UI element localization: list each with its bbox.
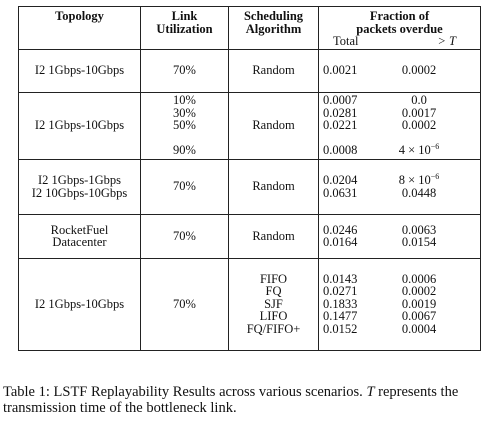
overdue-value: 0.0002 <box>401 118 437 133</box>
header-topology: Topology <box>18 6 141 50</box>
scheduling-cell: Random <box>228 158 319 215</box>
header-row: Topology Link Utilization Scheduling Alg… <box>18 6 481 50</box>
utilization-cell: 70% <box>140 158 229 215</box>
overdue-value: 0.0448 <box>401 185 437 200</box>
scheduling-cell-line: Random <box>252 63 295 78</box>
overdue-value: 0.0019 <box>401 296 437 311</box>
utilization-cell-line: 70% <box>173 228 196 243</box>
total-value: 0.0204 <box>323 173 358 187</box>
overdue-value: 0.0017 <box>401 105 437 120</box>
header-total: Total <box>333 34 359 48</box>
total-values: 0.0204 0.0631 <box>323 174 389 199</box>
scheduling-cell-line: Random <box>252 118 295 133</box>
total-values: 0.0007 0.0281 0.0221 0.0008 <box>323 94 389 157</box>
total-value: 0.0021 <box>323 63 358 78</box>
total-values: 0.0021 <box>323 64 389 77</box>
utilization-cell-line: 50% <box>173 118 196 133</box>
results-table: Topology Link Utilization Scheduling Alg… <box>18 6 481 351</box>
scheduling-cell-line: FQ <box>265 284 282 299</box>
utilization-cell: 70% <box>140 257 229 351</box>
topology-cell: I2 1Gbps-1Gbps I2 10Gbps-10Gbps <box>18 158 141 215</box>
topology-cell-line: I2 1Gbps-1Gbps <box>38 173 121 187</box>
total-value: 0.0631 <box>323 185 358 200</box>
total-value: 0.0008 <box>323 143 358 158</box>
scheduling-cell: FIFO FQ SJF LIFO FQ/FIFO+ <box>228 257 319 351</box>
utilization-cell-line: 70% <box>173 179 196 194</box>
overdue-value: 0.0004 <box>401 321 437 336</box>
utilization-cell-line: 30% <box>173 105 196 120</box>
exponent: −6 <box>430 142 440 152</box>
overdue-value: 0.0002 <box>401 63 437 78</box>
exponent: −6 <box>430 172 440 181</box>
scheduling-cell-line: FIFO <box>259 271 288 286</box>
overdue-value: 8 × 10−6 <box>398 172 440 187</box>
utilization-cell-line: 70% <box>173 296 196 311</box>
overdue-values: 0.0063 0.0154 <box>389 222 449 249</box>
overdue-value: 0.0002 <box>401 284 437 299</box>
table-row: I2 1Gbps-10Gbps 70% Random 0.0021 0.0002 <box>18 48 481 93</box>
table-row: I2 1Gbps-1Gbps I2 10Gbps-10Gbps 70% Random 0… <box>18 158 481 215</box>
utilization-cell: 70% <box>140 48 229 93</box>
scheduling-cell: Random <box>228 91 319 160</box>
fraction-cell: 0.0246 0.0164 0.0063 0.0154 <box>318 213 481 259</box>
header-fraction-overdue: Fraction of packets overdue Total > T <box>318 6 481 50</box>
scheduling-cell: Random <box>228 48 319 93</box>
table-caption: Table 1: LSTF Replayability Results acro… <box>3 384 459 416</box>
topology-cell-line: RocketFuel <box>50 222 109 237</box>
topology-cell-line: I2 1Gbps-10Gbps <box>34 118 125 133</box>
overdue-value: 0.0154 <box>401 235 437 249</box>
overdue-value: 0.0006 <box>401 271 437 286</box>
scheduling-cell-line: LIFO <box>259 309 288 324</box>
topology-cell: RocketFuel Datacenter <box>18 213 141 259</box>
table-row: I2 1Gbps-10Gbps 10% 30% 50% 90% Random 0.0007 0… <box>18 91 481 160</box>
overdue-value: 4 × 10−6 <box>398 142 440 158</box>
total-value: 0.0281 <box>323 105 358 120</box>
total-value: 0.0221 <box>323 118 358 133</box>
header-scheduling-algorithm: Scheduling Algorithm <box>228 6 319 50</box>
table-row: I2 1Gbps-10Gbps 70% FIFO FQ SJF LIFO FQ/FIFO+ 0… <box>18 257 481 351</box>
topology-cell-line: Datacenter <box>52 235 107 249</box>
topology-cell-line: I2 10Gbps-10Gbps <box>31 185 128 200</box>
topology-cell: I2 1Gbps-10Gbps <box>18 91 141 160</box>
fraction-cell: 0.0143 0.0271 0.1833 0.1477 0.0152 0.0006 0.00… <box>318 257 481 351</box>
scheduling-cell-line: Random <box>252 179 295 194</box>
scheduling-cell-line: Random <box>252 228 295 243</box>
table-row: RocketFuel Datacenter 70% Random 0.0246 0.016… <box>18 213 481 259</box>
overdue-values: 0.0 0.0017 0.0002 4 × 10−6 <box>389 94 449 157</box>
topology-cell: I2 1Gbps-10Gbps <box>18 48 141 93</box>
total-values: 0.0143 0.0271 0.1833 0.1477 0.0152 <box>323 273 389 336</box>
utilization-cell-line: 10% <box>173 93 196 108</box>
overdue-value: 0.0067 <box>401 309 437 324</box>
topology-cell-line: I2 1Gbps-10Gbps <box>34 63 125 78</box>
scheduling-cell-line: FQ/FIFO+ <box>246 321 301 336</box>
total-value: 0.0007 <box>323 93 358 108</box>
utilization-cell: 70% <box>140 213 229 259</box>
overdue-values: 8 × 10−6 0.0448 <box>389 172 449 200</box>
utilization-cell: 10% 30% 50% 90% <box>140 91 229 160</box>
total-values: 0.0246 0.0164 <box>323 222 389 249</box>
overdue-value: 0.0063 <box>401 222 437 237</box>
fraction-cell: 0.0204 0.0631 8 × 10−6 0.0448 <box>318 158 481 215</box>
fraction-cell: 0.0007 0.0281 0.0221 0.0008 0.0 0.0017 0.0002 4… <box>318 91 481 160</box>
topology-cell-line: I2 1Gbps-10Gbps <box>34 296 125 311</box>
overdue-value: 0.0 <box>411 93 427 108</box>
total-value: 0.0152 <box>323 321 358 336</box>
topology-cell: I2 1Gbps-10Gbps <box>18 257 141 351</box>
total-value: 0.0271 <box>323 284 358 299</box>
header-greater-than-t: > T <box>437 34 456 48</box>
total-value: 0.0164 <box>323 235 358 249</box>
utilization-cell-line: 70% <box>173 63 196 78</box>
total-value: 0.1833 <box>323 296 358 311</box>
header-link-utilization: Link Utilization <box>140 6 229 50</box>
total-value: 0.1477 <box>323 309 358 324</box>
total-value: 0.0143 <box>323 271 358 286</box>
overdue-values: 0.0006 0.0002 0.0019 0.0067 0.0004 <box>389 273 449 336</box>
total-value: 0.0246 <box>323 222 358 237</box>
fraction-cell: 0.0021 0.0002 <box>318 48 481 93</box>
utilization-cell-line: 90% <box>173 143 196 158</box>
overdue-values: 0.0002 <box>389 64 449 77</box>
scheduling-cell-line: SJF <box>264 296 283 311</box>
scheduling-cell: Random <box>228 213 319 259</box>
